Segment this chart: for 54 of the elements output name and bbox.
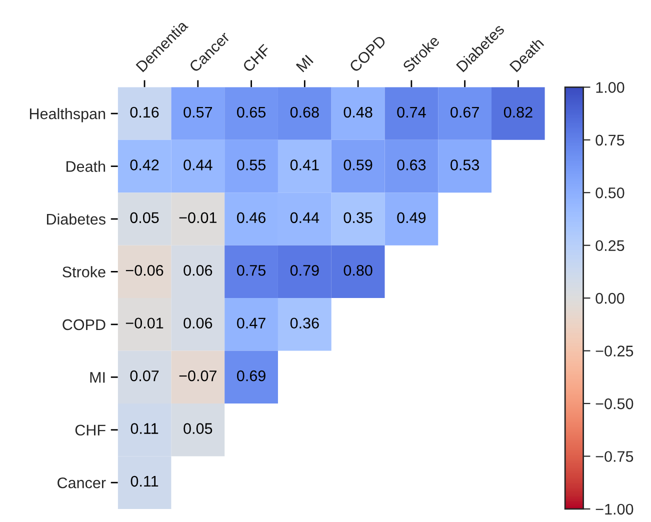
data-label: 0.47 [237,318,266,329]
data-label: 0.79 [290,264,319,276]
color-bar-label: −0.75 [596,451,634,462]
color-bar-label: −0.25 [596,346,634,356]
y-tick-label: Healthspan [30,108,106,122]
data-label: 0.05 [184,423,212,434]
data-label: 0.80 [344,264,372,276]
y-tick-label: Stroke [62,266,106,278]
data-label: −0.01 [179,212,216,224]
y-tick-label: Cancer [58,477,106,488]
color-bar-label: 1.00 [596,82,624,93]
y-tick-label: Death [66,160,106,172]
data-label: 0.75 [237,264,266,276]
y-tick-label: COPD [62,319,106,330]
data-label: 0.68 [290,106,319,118]
data-label: 0.06 [184,318,212,329]
color-bar-label: 0.00 [596,292,624,304]
data-label: 0.11 [130,476,158,487]
data-label: 0.53 [450,160,480,170]
data-label: 0.41 [290,160,319,170]
data-label: 0.67 [450,106,479,118]
y-tick-label: CHF [75,424,106,436]
data-label: 0.63 [397,160,426,170]
data-label: 0.55 [237,160,266,170]
data-label: 0.44 [290,212,320,224]
x-tick-label: MI [296,54,314,72]
data-label: −0.07 [179,370,216,382]
data-label: 0.49 [397,212,426,224]
data-label: 0.42 [130,160,159,170]
data-label: 0.69 [237,370,266,382]
y-tick-label: MI [90,372,105,383]
data-label: −0.01 [126,318,164,329]
data-label: 0.05 [130,212,159,224]
data-label: 0.46 [237,212,266,224]
data-label: 0.36 [290,318,319,329]
y-tick-label: Diabetes [46,213,106,225]
data-label: 0.74 [397,106,426,118]
color-bar-label: 0.75 [596,134,624,146]
data-label: 0.06 [184,264,212,276]
data-label: 0.57 [184,106,212,118]
data-label: 0.65 [237,106,266,118]
data-label: 0.16 [130,106,159,118]
data-label: 0.44 [184,160,212,170]
color-bar-label: −1.00 [596,504,634,515]
data-label: 0.48 [344,106,372,118]
color-bar-label: 0.25 [596,240,624,252]
data-label: 0.11 [130,423,158,434]
data-label: 0.07 [130,370,159,382]
data-label: −0.06 [126,264,164,276]
data-label: 0.35 [344,212,372,224]
color-bar-label: 0.50 [596,187,624,198]
color-bar-label: −0.50 [596,398,634,410]
data-label: 0.82 [504,106,532,118]
data-label: 0.59 [344,160,372,170]
